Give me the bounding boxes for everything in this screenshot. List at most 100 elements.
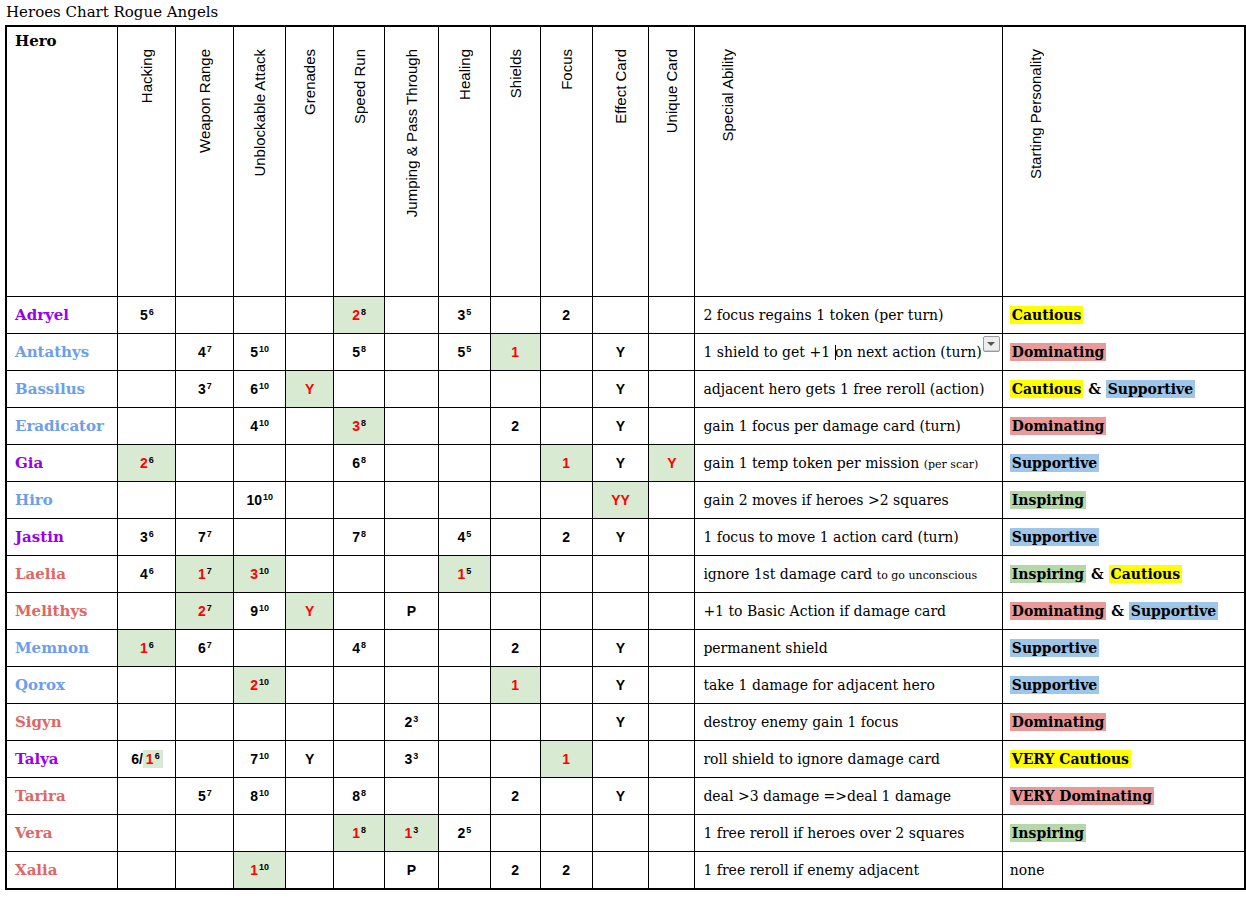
column-header-focus[interactable]: Focus: [540, 26, 592, 297]
cell-effect[interactable]: Y: [592, 334, 649, 371]
cell-weapon_range[interactable]: [176, 704, 234, 741]
cell-weapon_range[interactable]: 27: [176, 593, 234, 630]
column-header-healing[interactable]: Healing: [438, 26, 490, 297]
cell-effect[interactable]: Y: [592, 519, 649, 556]
special-ability-cell[interactable]: gain 2 moves if heroes >2 squares: [695, 482, 1002, 519]
cell-unique[interactable]: [649, 852, 695, 889]
cell-shields[interactable]: [490, 704, 540, 741]
cell-speed_run[interactable]: 18: [334, 815, 385, 852]
cell-shields[interactable]: 1: [490, 334, 540, 371]
special-ability-cell[interactable]: 1 free reroll if heroes over 2 squares: [695, 815, 1002, 852]
column-header-unblockable[interactable]: Unblockable Attack: [234, 26, 286, 297]
cell-grenades[interactable]: [286, 297, 334, 334]
cell-unblockable[interactable]: 510: [234, 334, 286, 371]
cell-unique[interactable]: [649, 667, 695, 704]
cell-weapon_range[interactable]: [176, 408, 234, 445]
cell-weapon_range[interactable]: [176, 297, 234, 334]
column-header-weapon_range[interactable]: Weapon Range: [176, 26, 234, 297]
cell-unblockable[interactable]: [234, 704, 286, 741]
hero-name[interactable]: Jastin: [6, 519, 118, 556]
cell-jumping[interactable]: P: [384, 852, 438, 889]
cell-shields[interactable]: 2: [490, 408, 540, 445]
cell-shields[interactable]: [490, 593, 540, 630]
column-header-jumping[interactable]: Jumping & Pass Through: [384, 26, 438, 297]
cell-grenades[interactable]: Y: [286, 593, 334, 630]
cell-hacking[interactable]: [118, 815, 176, 852]
cell-healing[interactable]: [438, 408, 490, 445]
cell-focus[interactable]: 2: [540, 852, 592, 889]
special-ability-cell[interactable]: gain 1 temp token per mission (per scar): [695, 445, 1002, 482]
cell-focus[interactable]: [540, 704, 592, 741]
cell-shields[interactable]: 2: [490, 778, 540, 815]
personality-cell[interactable]: Dominating: [1002, 334, 1245, 371]
cell-unique[interactable]: [649, 482, 695, 519]
cell-shields[interactable]: [490, 482, 540, 519]
cell-shields[interactable]: [490, 815, 540, 852]
cell-jumping[interactable]: 33: [384, 741, 438, 778]
cell-focus[interactable]: [540, 334, 592, 371]
hero-name[interactable]: Laelia: [6, 556, 118, 593]
cell-grenades[interactable]: [286, 408, 334, 445]
cell-unblockable[interactable]: 910: [234, 593, 286, 630]
column-header-hacking[interactable]: Hacking: [118, 26, 176, 297]
cell-shields[interactable]: [490, 445, 540, 482]
cell-grenades[interactable]: [286, 630, 334, 667]
special-ability-cell[interactable]: adjacent hero gets 1 free reroll (action…: [695, 371, 1002, 408]
hero-name[interactable]: Xalia: [6, 852, 118, 889]
hero-name[interactable]: Vera: [6, 815, 118, 852]
cell-focus[interactable]: [540, 593, 592, 630]
hero-name[interactable]: Gia: [6, 445, 118, 482]
cell-jumping[interactable]: [384, 408, 438, 445]
cell-focus[interactable]: [540, 667, 592, 704]
cell-effect[interactable]: Y: [592, 667, 649, 704]
cell-healing[interactable]: [438, 482, 490, 519]
cell-hacking[interactable]: 6/16: [118, 741, 176, 778]
cell-weapon_range[interactable]: 47: [176, 334, 234, 371]
cell-unblockable[interactable]: [234, 815, 286, 852]
cell-focus[interactable]: [540, 408, 592, 445]
special-ability-cell[interactable]: 1 free reroll if enemy adjacent: [695, 852, 1002, 889]
cell-hacking[interactable]: 16: [118, 630, 176, 667]
special-ability-cell[interactable]: roll shield to ignore damage card: [695, 741, 1002, 778]
cell-unblockable[interactable]: 710: [234, 741, 286, 778]
cell-effect[interactable]: [592, 815, 649, 852]
cell-speed_run[interactable]: [334, 741, 385, 778]
special-ability-cell[interactable]: 1 shield to get +1 on next action (turn): [695, 334, 1002, 371]
cell-speed_run[interactable]: 38: [334, 408, 385, 445]
cell-speed_run[interactable]: 28: [334, 297, 385, 334]
cell-hacking[interactable]: [118, 334, 176, 371]
cell-shields[interactable]: 2: [490, 852, 540, 889]
cell-speed_run[interactable]: [334, 704, 385, 741]
cell-grenades[interactable]: [286, 445, 334, 482]
cell-jumping[interactable]: [384, 519, 438, 556]
cell-shields[interactable]: [490, 741, 540, 778]
cell-speed_run[interactable]: 48: [334, 630, 385, 667]
column-header-grenades[interactable]: Grenades: [286, 26, 334, 297]
special-ability-cell[interactable]: +1 to Basic Action if damage card: [695, 593, 1002, 630]
cell-hacking[interactable]: [118, 667, 176, 704]
cell-unique[interactable]: [649, 556, 695, 593]
cell-unique[interactable]: Y: [649, 445, 695, 482]
cell-dropdown-button[interactable]: [983, 336, 1000, 352]
cell-hacking[interactable]: 46: [118, 556, 176, 593]
cell-weapon_range[interactable]: [176, 667, 234, 704]
personality-cell[interactable]: none: [1002, 852, 1245, 889]
hero-name[interactable]: Tarira: [6, 778, 118, 815]
cell-weapon_range[interactable]: 67: [176, 630, 234, 667]
special-ability-cell[interactable]: permanent shield: [695, 630, 1002, 667]
cell-jumping[interactable]: 13: [384, 815, 438, 852]
cell-healing[interactable]: [438, 741, 490, 778]
hero-name[interactable]: Bassilus: [6, 371, 118, 408]
hero-name[interactable]: Hiro: [6, 482, 118, 519]
hero-name[interactable]: Qorox: [6, 667, 118, 704]
cell-unique[interactable]: [649, 815, 695, 852]
personality-cell[interactable]: Supportive: [1002, 630, 1245, 667]
cell-unique[interactable]: [649, 408, 695, 445]
cell-focus[interactable]: [540, 630, 592, 667]
cell-weapon_range[interactable]: [176, 741, 234, 778]
cell-speed_run[interactable]: 78: [334, 519, 385, 556]
cell-healing[interactable]: [438, 593, 490, 630]
cell-unique[interactable]: [649, 630, 695, 667]
cell-hacking[interactable]: [118, 482, 176, 519]
cell-effect[interactable]: Y: [592, 445, 649, 482]
